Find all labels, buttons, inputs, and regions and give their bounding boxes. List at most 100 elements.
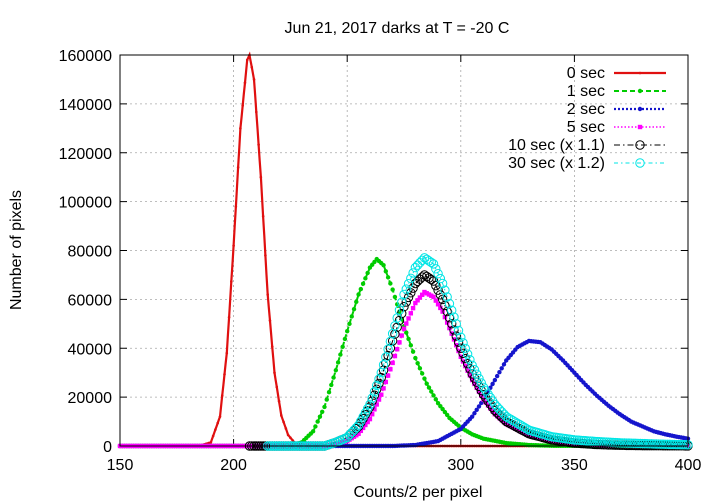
chart-title: Jun 21, 2017 darks at T = -20 C [285,20,510,37]
series-5-marker [649,439,659,449]
series-1-marker [413,355,418,361]
series-3-marker [438,305,443,311]
series-4-marker [444,313,455,323]
series-1-marker [326,390,332,395]
series-3-marker [476,389,482,394]
series-0-marker [277,399,281,403]
series-5-marker [417,255,427,265]
series-0-marker [270,345,274,348]
series-3-marker [401,326,407,331]
series-5-marker [503,413,514,423]
series-0-marker [259,175,263,179]
series-3-marker [408,311,414,316]
series-4-marker [437,294,448,305]
series-2-line [120,339,689,448]
series-5-marker [390,321,400,331]
series-5-marker [444,298,455,309]
series-5-marker [474,373,484,384]
series-1-marker [429,389,434,394]
series-5-marker [626,438,636,448]
series-3-marker [447,325,452,331]
y-tick-label: 0 [103,439,112,456]
series-3-marker [404,321,409,326]
series-1-marker [331,375,336,380]
series-5-marker [615,438,625,448]
series-3-marker [356,431,361,436]
series-3-marker [497,415,502,421]
series-0-marker [257,143,260,146]
series-2-marker [479,400,484,406]
series-3-marker [463,363,468,369]
series-5-marker [617,438,627,448]
series-1-marker [406,336,411,342]
series-0-marker [223,373,226,376]
series-5-marker [374,374,384,384]
series-3-marker [365,419,370,425]
series-5-marker [453,325,464,336]
series-5-marker [651,439,661,449]
series-0-marker [214,428,217,431]
series-1-marker [313,424,318,429]
series-0-marker [280,414,283,417]
series-3-marker [388,367,393,372]
series-1-marker [383,269,389,274]
series-0-marker [230,280,233,283]
series-4-marker [453,337,464,347]
series-0-marker [268,319,272,322]
series-3-marker [499,417,504,423]
series-1-marker [363,276,368,281]
series-5-marker [665,439,675,450]
series-5-marker [669,439,680,450]
series-5-marker [428,259,439,269]
series-3-marker [383,379,389,385]
series-1-marker [333,368,339,373]
series-5-marker [619,438,630,448]
legend-label: 2 sec [567,101,605,118]
series-0-marker [289,436,292,439]
series-0-marker [266,293,269,296]
series-5-marker [472,369,482,379]
series-1-marker [317,414,323,419]
series-5-marker [521,424,532,434]
series-2 [117,338,691,449]
series-3-marker [479,393,484,398]
x-tick-label: 250 [334,457,361,474]
series-0-marker [243,81,247,84]
series-5-marker [671,439,682,450]
series-1-marker [315,419,320,424]
series-3-marker [381,386,386,391]
series-5-marker [437,278,448,289]
series-4-marker [369,390,380,400]
y-tick-label: 80000 [68,244,113,261]
series-4-marker [365,402,375,412]
series-1-marker [342,336,348,342]
series-0-marker [209,441,213,444]
series-3-marker [465,368,470,373]
series-5-marker [408,268,418,278]
series-1-marker [431,393,436,398]
series-3-marker [358,428,364,434]
legend-3-marker [637,124,643,130]
legend-label: 1 sec [567,83,605,100]
series-3-marker [354,433,359,438]
series-1-marker [365,270,370,276]
series-0-marker [275,385,279,389]
series-4-marker [624,440,634,451]
series-3-marker [385,373,391,378]
series-5-marker [467,360,477,371]
legend-label: 30 sec (x 1.2) [508,155,605,172]
series-4-marker [383,350,393,361]
series-3-marker [426,292,432,297]
series-3-marker [472,381,477,387]
series-5-marker [635,438,645,449]
series-5-marker [460,343,471,354]
series-0-marker [211,434,215,438]
series-5-marker [662,439,673,450]
series-4-marker [381,358,391,368]
series-0-marker [218,415,222,418]
series-0-marker [261,214,265,218]
series-3-marker [372,407,377,412]
series-5-marker [351,422,361,433]
series-5-marker [660,439,670,449]
series-5-marker [658,439,668,449]
